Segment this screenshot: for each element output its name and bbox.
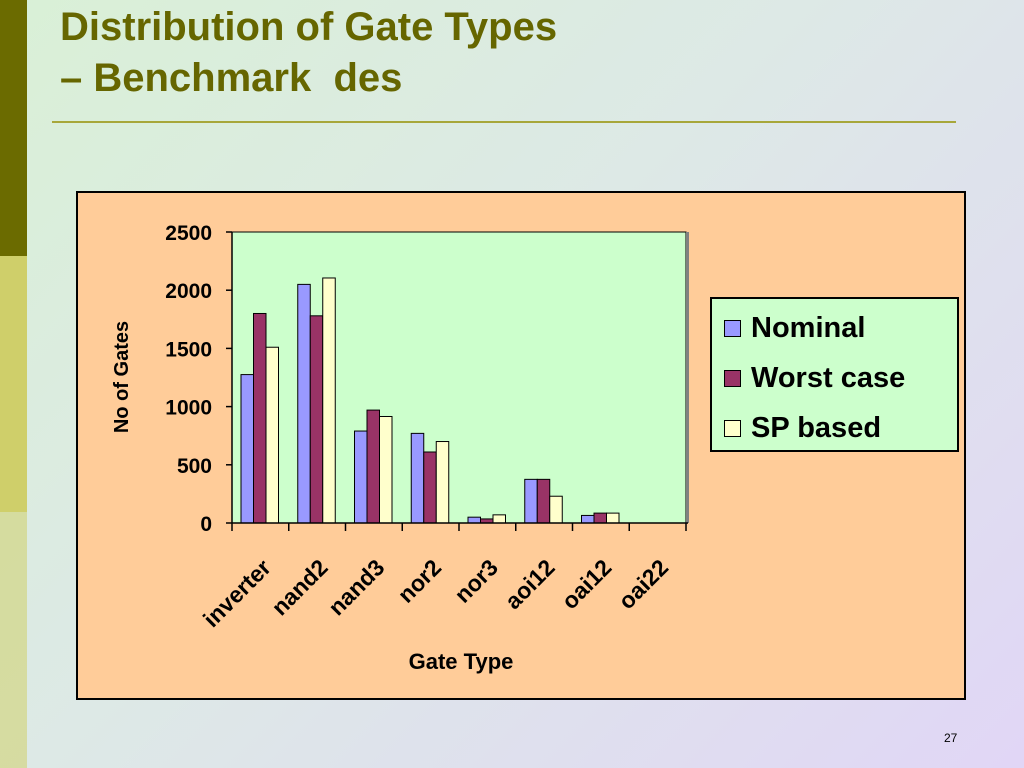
x-tick-label: nor3 [449, 554, 503, 608]
title-divider [52, 121, 956, 123]
y-tick-label: 0 [200, 513, 212, 536]
x-tick-label: nand2 [266, 554, 332, 620]
chart-legend: Nominal Worst case SP based [710, 297, 959, 452]
x-tick-label: inverter [198, 554, 276, 632]
bar [581, 514, 595, 524]
bar [379, 415, 393, 524]
legend-swatch-sp-based [724, 419, 741, 437]
legend-item-nominal: Nominal [724, 311, 866, 344]
bar [524, 478, 538, 524]
legend-swatch-nominal [724, 319, 741, 337]
bar [297, 283, 311, 524]
bar [492, 514, 506, 524]
bar [536, 478, 551, 524]
page-number: 27 [944, 731, 958, 745]
slide-title-line2: – Benchmark des [60, 56, 403, 100]
y-tick-label: 1000 [165, 397, 212, 420]
decor-stripe-mid [0, 256, 27, 512]
bar [366, 409, 380, 524]
slide-title: Distribution of Gate Types – Benchmark d… [60, 2, 960, 104]
y-axis-label: No of Gates [111, 321, 133, 433]
bar [322, 277, 336, 524]
x-tick-label: oai22 [613, 554, 673, 614]
x-tick-label: oai12 [556, 554, 616, 614]
x-tick-label: nand3 [323, 554, 389, 620]
bar [549, 495, 563, 524]
legend-item-sp-based: SP based [724, 411, 882, 444]
slide-title-line1: Distribution of Gate Types [60, 5, 558, 49]
bar [410, 432, 425, 524]
x-tick-label: aoi12 [500, 554, 560, 614]
x-tick-label: nor2 [393, 554, 447, 608]
y-tick-label: 500 [177, 455, 212, 478]
decor-stripe-light [0, 512, 27, 768]
bar [423, 451, 437, 524]
bar [240, 374, 254, 524]
bar [253, 312, 267, 524]
legend-item-worst-case: Worst case [724, 361, 906, 394]
y-tick-label: 1500 [165, 338, 212, 361]
bar [593, 512, 607, 524]
bar [354, 430, 368, 524]
x-axis-label: Gate Type [409, 649, 514, 674]
bar [435, 441, 450, 524]
legend-label-nominal: Nominal [751, 311, 866, 344]
decor-stripe-dark [0, 0, 27, 256]
legend-label-worst-case: Worst case [751, 361, 906, 394]
bar [265, 346, 279, 524]
bar [467, 516, 481, 524]
legend-swatch-worst-case [724, 369, 741, 387]
plot-frame-shadow [686, 232, 689, 523]
y-tick-label: 2500 [165, 222, 212, 245]
bar [309, 315, 324, 524]
legend-label-sp-based: SP based [751, 411, 882, 444]
bar [606, 512, 620, 524]
y-tick-label: 2000 [165, 280, 212, 303]
